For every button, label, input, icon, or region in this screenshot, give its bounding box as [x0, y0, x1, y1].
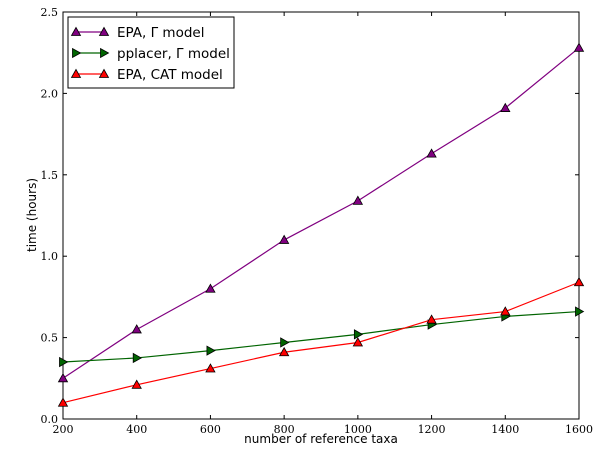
data-point: [205, 283, 216, 293]
axis-ticks: 200 400 600 800 1000 1200 1400 1600 0.0 0.5 1.0 1.5…: [41, 6, 594, 436]
legend-marker: [70, 26, 82, 36]
data-point: [575, 306, 585, 317]
legend: EPA, Γ model pplacer, Γ model EPA, CAT mod…: [67, 16, 235, 89]
legend-marker: [70, 68, 82, 78]
legend-marker: [98, 26, 110, 36]
legend-marker: [98, 68, 110, 78]
series-line: [62, 310, 580, 363]
data-point: [57, 397, 69, 407]
legend-entry: EPA, Γ model: [70, 25, 204, 41]
data-point: [57, 372, 69, 383]
data-point: [132, 352, 143, 364]
data-point: [353, 329, 364, 340]
x-tick-label: 800: [274, 423, 295, 436]
y-tick-label: 0.5: [41, 332, 59, 345]
legend-label: EPA, Γ model: [117, 25, 204, 41]
data-point: [205, 363, 216, 373]
data-point: [206, 345, 216, 356]
series-2: [57, 276, 585, 407]
series-group: [57, 42, 585, 407]
series-line: [62, 47, 580, 379]
legend-entries: EPA, Γ model pplacer, Γ model EPA, CAT mod…: [70, 25, 230, 83]
data-point: [500, 306, 511, 316]
y-tick-label: 2.0: [41, 87, 59, 100]
data-point: [278, 234, 290, 244]
x-tick-label: 200: [53, 423, 74, 436]
data-point: [278, 346, 290, 357]
y-axis-title: time (hours): [25, 178, 39, 252]
x-tick-label: 1400: [491, 423, 519, 436]
data-point: [131, 379, 142, 389]
series-0: [57, 42, 585, 383]
data-point: [426, 314, 437, 324]
x-tick-label: 400: [126, 423, 147, 436]
data-point: [500, 102, 511, 112]
legend-entry: EPA, CAT model: [70, 67, 223, 83]
legend-marker: [100, 47, 110, 59]
data-point: [131, 324, 142, 334]
data-point: [352, 195, 364, 205]
x-tick-label: 1000: [344, 423, 372, 436]
data-point: [59, 356, 69, 368]
data-point: [352, 337, 364, 347]
data-point: [280, 337, 290, 348]
x-axis-title: number of reference taxa: [244, 432, 398, 446]
x-tick-label: 1200: [418, 423, 446, 436]
y-tick-label: 1.5: [41, 169, 59, 182]
data-point: [426, 148, 437, 158]
legend-label: pplacer, Γ model: [117, 46, 230, 62]
legend-label: EPA, CAT model: [117, 67, 223, 83]
data-point: [573, 276, 585, 287]
data-point: [573, 42, 585, 52]
y-tick-label: 1.0: [41, 250, 59, 263]
y-tick-label: 2.5: [41, 6, 59, 19]
x-tick-label: 600: [200, 423, 221, 436]
series-line: [62, 281, 580, 404]
x-tick-label: 1600: [565, 423, 593, 436]
legend-marker: [72, 47, 82, 59]
y-tick-label: 0.0: [41, 413, 59, 426]
legend-entry: pplacer, Γ model: [72, 46, 230, 62]
